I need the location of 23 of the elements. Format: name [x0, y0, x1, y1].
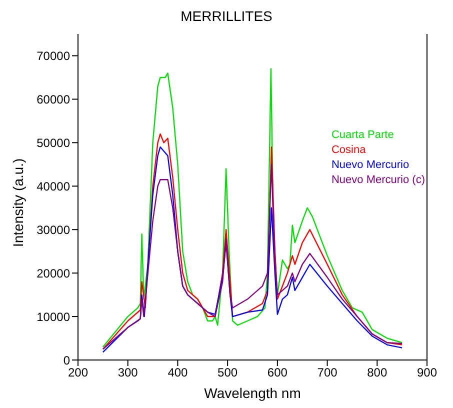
x-tick-label: 700 — [317, 366, 338, 380]
y-tick-label: 10000 — [36, 310, 70, 324]
y-tick-label: 20000 — [36, 266, 70, 280]
text: Nuevo Mercurio (c) — [331, 173, 425, 188]
y-tick-label: 0 — [63, 353, 70, 368]
text: Cuarta Parte — [331, 128, 395, 143]
x-tick-label: 300 — [118, 366, 138, 380]
x-tick-label: 800 — [367, 366, 388, 380]
chart-title: MERRILLITES — [180, 8, 274, 24]
x-tick-label: 500 — [218, 366, 238, 380]
x-tick-label: 400 — [168, 366, 188, 380]
y-tick-label: 50000 — [36, 136, 70, 150]
y-tick-label: 30000 — [36, 222, 70, 237]
y-axis-title: Intensity (a.u.) — [10, 158, 26, 247]
text: Nuevo Mercurio — [331, 158, 410, 173]
y-tick-label: 40000 — [36, 179, 70, 194]
x-tick-label: 900 — [416, 366, 438, 380]
y-tick-label: 60000 — [36, 92, 70, 106]
x-tick-label: 200 — [68, 366, 88, 380]
x-tick-label: 600 — [267, 366, 288, 380]
x-axis-title: Wavelength nm — [204, 385, 301, 401]
y-tick-label: 70000 — [36, 48, 70, 63]
text: Cosina — [331, 143, 367, 158]
